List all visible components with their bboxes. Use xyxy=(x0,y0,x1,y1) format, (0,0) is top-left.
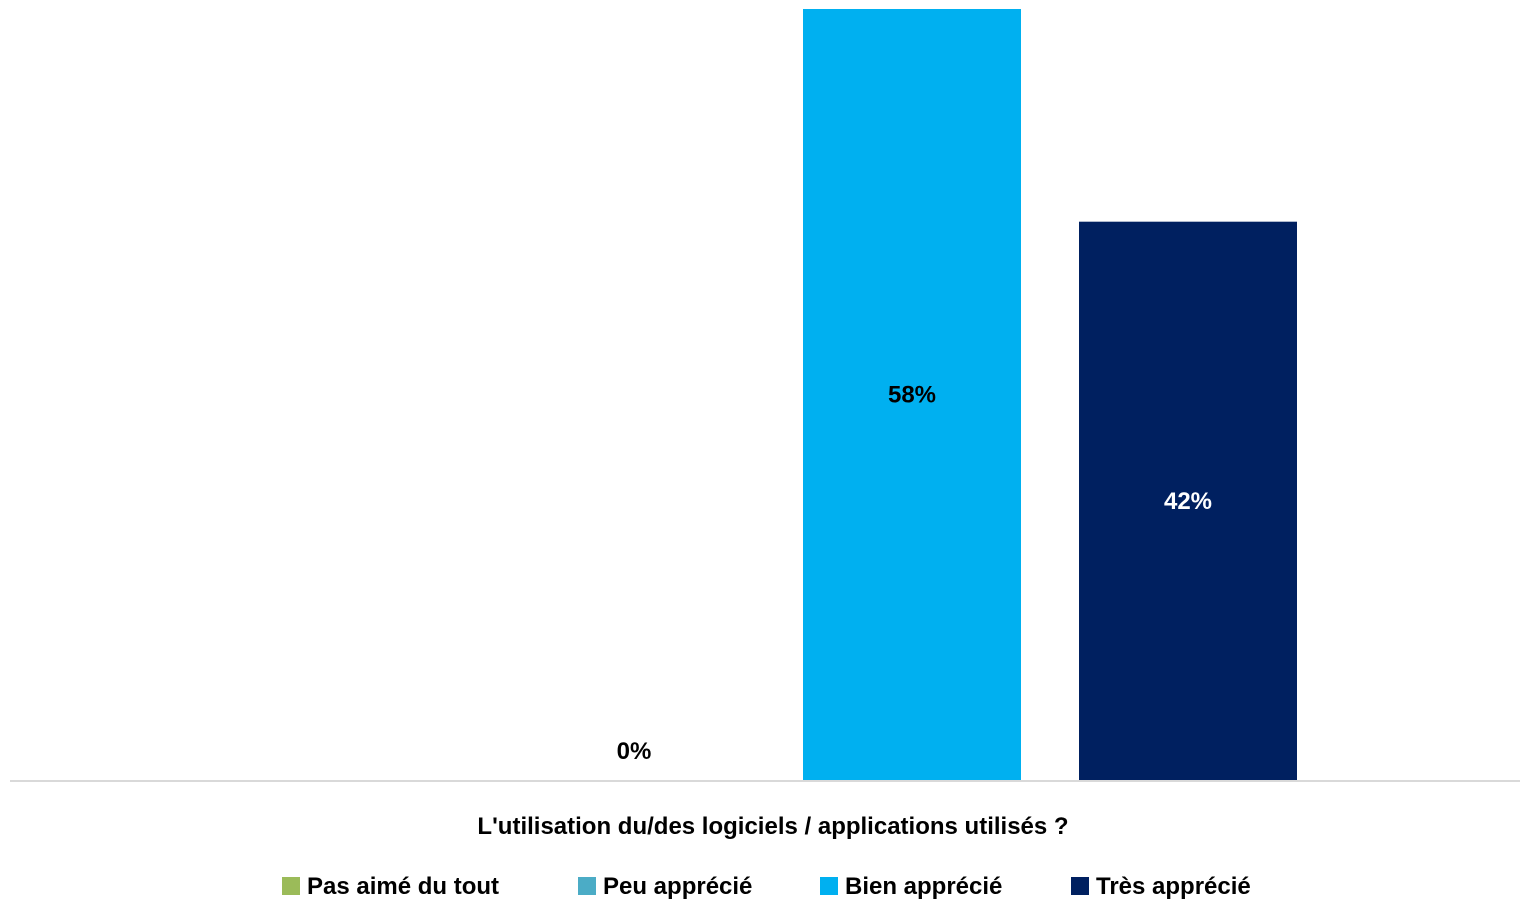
data-label-bien-apprecie: 58% xyxy=(888,382,936,409)
bar-tres-apprecie xyxy=(1079,221,1297,781)
data-label-peu-apprecie: 0% xyxy=(617,738,652,765)
data-labels-group: 0% 58% 42% xyxy=(617,382,1212,766)
legend: Pas aimé du tout Peu apprécié Bien appréci… xyxy=(282,873,1251,900)
legend-swatch-pas-aime-du-tout xyxy=(282,877,300,895)
data-label-tres-apprecie: 42% xyxy=(1164,488,1212,515)
legend-swatch-bien-apprecie xyxy=(820,877,838,895)
legend-label-bien-apprecie: Bien apprécié xyxy=(845,873,1002,900)
bars-group xyxy=(803,9,1297,781)
legend-label-pas-aime-du-tout: Pas aimé du tout xyxy=(307,873,499,900)
legend-label-peu-apprecie: Peu apprécié xyxy=(603,873,752,900)
legend-label-tres-apprecie: Très apprécié xyxy=(1096,873,1251,900)
bar-bien-apprecie xyxy=(803,9,1021,780)
legend-swatch-tres-apprecie xyxy=(1071,877,1089,895)
legend-swatch-peu-apprecie xyxy=(578,877,596,895)
x-axis-title: L'utilisation du/des logiciels / applica… xyxy=(477,813,1068,840)
